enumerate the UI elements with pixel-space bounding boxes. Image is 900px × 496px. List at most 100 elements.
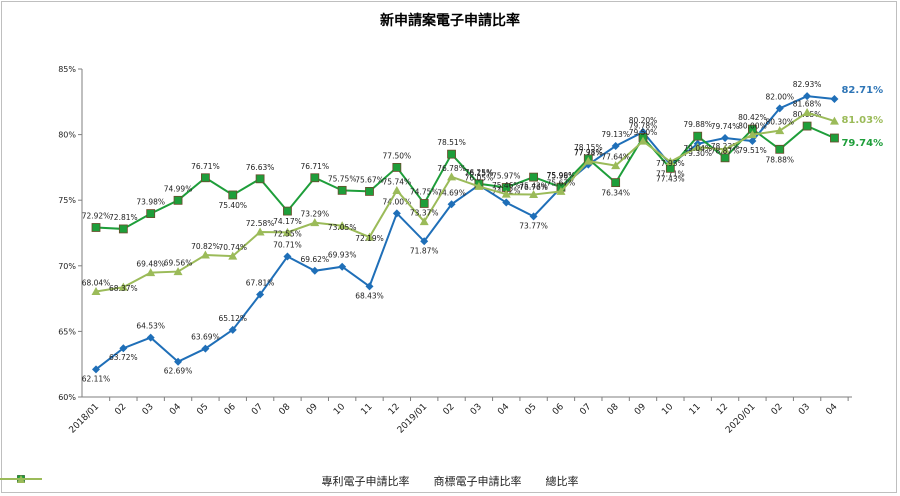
legend-label-total: 總比率 <box>546 473 579 489</box>
data-label: 70.74% <box>218 243 247 252</box>
x-tick-label: 12 <box>387 402 402 417</box>
end-value-label: 81.03% <box>841 115 883 126</box>
x-tick-label: 07 <box>250 402 265 417</box>
data-label: 70.71% <box>273 240 302 249</box>
data-label: 75.67% <box>547 178 576 187</box>
data-label: 72.92% <box>82 211 111 220</box>
data-label: 77.64% <box>601 153 630 162</box>
x-tick-label: 08 <box>606 402 621 417</box>
data-label: 77.43% <box>656 174 685 183</box>
x-tick-label: 03 <box>797 402 812 417</box>
data-point-trademark <box>694 132 702 140</box>
data-point-trademark <box>201 174 209 182</box>
data-label: 76.71% <box>191 162 220 171</box>
data-label: 76.34% <box>601 189 630 198</box>
y-tick-label: 75% <box>58 196 76 205</box>
data-label: 74.17% <box>273 217 302 226</box>
data-label: 78.87% <box>711 146 740 155</box>
data-label: 63.69% <box>191 333 220 342</box>
data-label: 62.11% <box>82 374 111 383</box>
data-point-total <box>392 186 401 194</box>
data-point-trademark <box>283 207 291 215</box>
data-label: 74.75% <box>410 187 439 196</box>
line-chart: 60%65%70%75%80%85%2018/01020304050607080… <box>0 0 900 496</box>
legend-triangle-icon <box>0 473 42 485</box>
data-label: 76.78% <box>437 164 466 173</box>
data-label: 82.93% <box>793 80 822 89</box>
data-label: 77.98% <box>574 148 603 157</box>
x-tick-label: 2020/01 <box>724 402 758 436</box>
data-label: 73.05% <box>328 223 357 232</box>
x-tick-label: 02 <box>442 402 457 417</box>
data-label: 71.87% <box>410 246 439 255</box>
x-tick-label: 07 <box>578 402 593 417</box>
data-point-trademark <box>311 174 319 182</box>
data-label: 68.37% <box>109 284 138 293</box>
data-point-trademark <box>92 223 100 231</box>
data-label: 73.29% <box>300 210 329 219</box>
y-tick-label: 60% <box>58 393 76 402</box>
legend-item-patent: 專利電子申請比率 <box>322 473 410 489</box>
chart-legend: 專利電子申請比率 商標電子申請比率 總比率 <box>0 473 900 489</box>
x-tick-label: 09 <box>305 402 320 417</box>
end-value-label: 79.74% <box>841 138 883 149</box>
x-tick-label: 09 <box>633 402 648 417</box>
x-tick-label: 10 <box>332 402 347 417</box>
data-label: 75.67% <box>355 175 384 184</box>
data-label: 68.04% <box>82 279 111 288</box>
data-label: 69.48% <box>136 260 165 269</box>
data-label: 80.00% <box>738 122 767 131</box>
data-point-trademark <box>393 163 401 171</box>
x-tick-label: 03 <box>469 402 484 417</box>
data-point-trademark <box>366 187 374 195</box>
data-label: 72.58% <box>246 219 275 228</box>
data-point-total <box>447 172 456 180</box>
data-label: 82.00% <box>765 92 794 101</box>
legend-label-trademark: 商標電子申請比率 <box>434 473 522 489</box>
data-point-trademark <box>256 175 264 183</box>
data-point-trademark <box>612 179 620 187</box>
x-tick-label: 10 <box>660 402 675 417</box>
data-point-trademark <box>174 196 182 204</box>
data-label: 79.50% <box>629 128 658 137</box>
x-tick-label: 04 <box>824 402 839 417</box>
y-tick-label: 70% <box>58 262 76 271</box>
data-label: 75.74% <box>383 177 412 186</box>
data-label: 73.37% <box>410 209 439 218</box>
data-label: 64.53% <box>136 322 165 331</box>
x-tick-label: 2019/01 <box>396 402 430 436</box>
data-label: 79.04% <box>683 144 712 153</box>
x-tick-label: 03 <box>141 402 156 417</box>
data-point-trademark <box>420 199 428 207</box>
data-label: 73.77% <box>519 221 548 230</box>
data-point-patent <box>830 95 838 103</box>
data-label: 78.88% <box>765 155 794 164</box>
data-point-trademark <box>338 186 346 194</box>
data-label: 77.50% <box>383 151 412 160</box>
x-tick-label: 2018/01 <box>68 402 102 436</box>
data-label: 69.93% <box>328 251 357 260</box>
data-label: 63.72% <box>109 353 138 362</box>
y-tick-label: 85% <box>58 65 76 74</box>
legend-item-total: 總比率 <box>546 473 579 489</box>
legend-label-patent: 專利電子申請比率 <box>322 473 410 489</box>
data-label: 76.63% <box>246 163 275 172</box>
end-value-label: 82.71% <box>841 85 883 96</box>
legend-item-trademark: 商標電子申請比率 <box>434 473 522 489</box>
data-point-trademark <box>530 173 538 181</box>
data-point-trademark <box>229 191 237 199</box>
data-label: 76.71% <box>300 162 329 171</box>
data-point-trademark <box>803 122 811 130</box>
data-point-trademark <box>147 210 155 218</box>
data-label: 81.68% <box>793 100 822 109</box>
data-label: 72.19% <box>355 234 384 243</box>
data-point-trademark <box>448 150 456 158</box>
data-label: 74.99% <box>164 184 193 193</box>
x-tick-label: 02 <box>113 402 128 417</box>
data-label: 79.51% <box>738 146 767 155</box>
y-tick-label: 65% <box>58 327 76 336</box>
data-label: 70.82% <box>191 242 220 251</box>
y-tick-label: 80% <box>58 131 76 140</box>
data-label: 69.62% <box>300 255 329 264</box>
data-point-trademark <box>776 145 784 153</box>
